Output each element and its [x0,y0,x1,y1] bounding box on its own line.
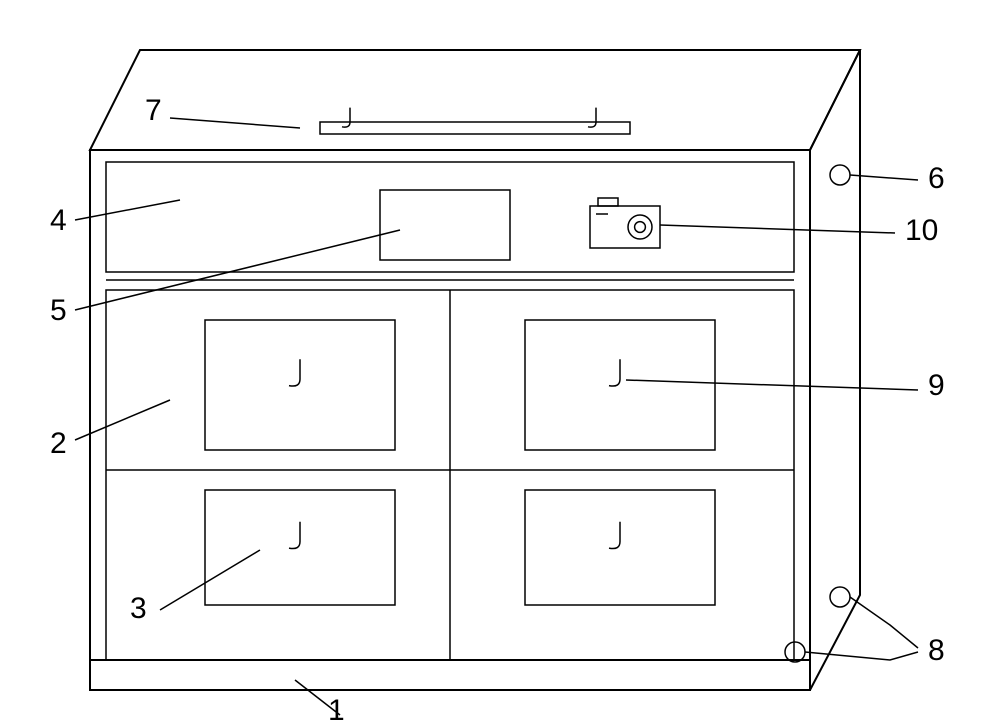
callout-label: 10 [905,214,938,247]
callout-label: 7 [145,94,162,127]
callout-label: 1 [328,694,345,727]
callout-label: 4 [50,204,67,237]
callout-label: 2 [50,427,67,460]
callout-label: 6 [928,162,945,195]
callout-label: 8 [928,634,945,667]
callout-label: 3 [130,592,147,625]
callout-label: 5 [50,294,67,327]
callout-label: 9 [928,369,945,402]
engineering-drawing: 1 2 3 4 5 6 7 8 9 10 [0,0,1000,728]
